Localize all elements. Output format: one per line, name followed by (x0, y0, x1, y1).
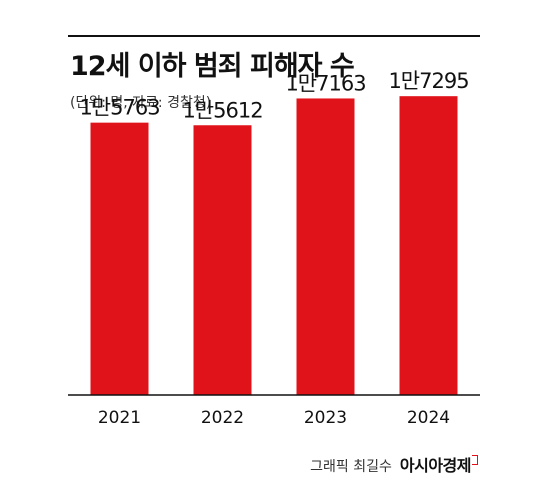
bar-2024 (399, 96, 458, 395)
data-label-2022: 1만5612 (182, 98, 262, 122)
x-tick-label-2022: 2022 (201, 408, 244, 428)
credit-line: 그래픽 최길수 아시아경제 (310, 452, 478, 476)
x-tick-label-2024: 2024 (407, 408, 450, 428)
bar-2021 (90, 122, 149, 395)
bar-2022 (193, 125, 252, 395)
brand-name: 아시아경제 (399, 456, 472, 475)
x-tick-label-2021: 2021 (98, 408, 141, 428)
brand-mark-icon (472, 455, 478, 465)
data-label-2021: 1만5763 (79, 96, 159, 120)
title-rule (68, 35, 480, 37)
chart-title: 12세 이하 범죄 피해자 수 (70, 51, 355, 82)
credit-text: 그래픽 최길수 (310, 459, 392, 475)
data-label-2023: 1만7163 (285, 71, 365, 95)
data-label-2024: 1만7295 (388, 69, 468, 93)
x-tick-label-2023: 2023 (304, 408, 347, 428)
bar-2023 (296, 98, 355, 396)
chart-subtitle: (단위: 명, 자료: 경찰청) (70, 95, 212, 111)
brand-logo: 아시아경제 (400, 452, 478, 476)
